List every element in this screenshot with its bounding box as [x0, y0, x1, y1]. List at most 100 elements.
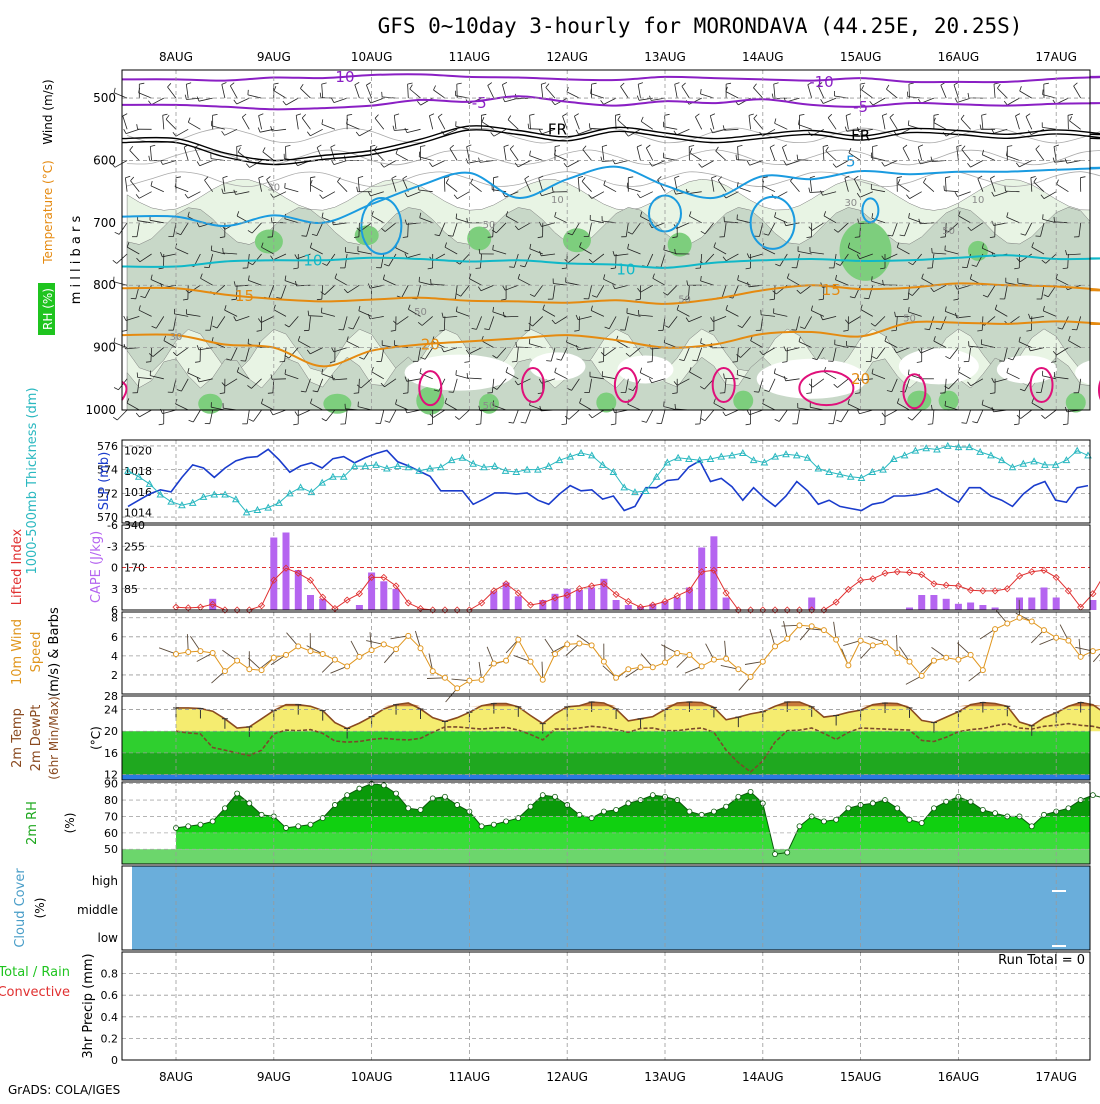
wind10m-marker [479, 677, 484, 682]
wind-barb-flag [223, 248, 224, 253]
rh-marker [919, 821, 924, 826]
rh-band-low [122, 849, 1090, 864]
wind-barb-flag [928, 424, 933, 425]
ylabel-total-rain: Total / Rain [0, 965, 70, 980]
wind10m-marker [491, 661, 496, 666]
rh-dry-hole [899, 348, 979, 384]
wind-barb-flag [488, 237, 493, 238]
precip-ytick-label: 0 [111, 1054, 118, 1067]
contour-label: FR [548, 120, 567, 138]
precip-ytick-label: 0.4 [101, 1011, 119, 1024]
ylabel-2m-rh: 2m RH [25, 801, 40, 845]
cape-bar [808, 598, 815, 611]
wind10m-marker [320, 651, 325, 656]
wind10m-marker [675, 651, 680, 656]
wind10m-marker [931, 658, 936, 663]
date-label-top: 10AUG [351, 50, 393, 64]
wind10m-marker [259, 668, 264, 673]
wind10m-marker [956, 657, 961, 662]
wind-barb-shaft [286, 147, 287, 161]
wind10m-marker [980, 668, 985, 673]
cape-bar [698, 548, 705, 611]
rh-band-70-blob [255, 230, 283, 254]
rh-marker [345, 793, 350, 798]
temp-ytick-label: 24 [104, 704, 118, 717]
wind-barb-flag [317, 299, 322, 300]
ylabel-10m-wind: 10m Wind [10, 619, 25, 685]
rh-marker [479, 824, 484, 829]
wind-barb-flag [737, 370, 738, 375]
wind-barb-flag [285, 183, 286, 188]
cape-ytick-label: 85 [124, 583, 138, 596]
wind10m-marker [797, 623, 802, 628]
rh-marker [895, 806, 900, 811]
wind10m-marker [834, 637, 839, 642]
wind-barb-flag [1072, 329, 1077, 330]
li-ytick-label: 0 [111, 562, 118, 575]
contour-label: 50 [903, 313, 916, 324]
wind10m-marker [968, 652, 973, 657]
cape-bar [625, 605, 632, 610]
cloud-ytick-label: middle [77, 903, 118, 917]
wind10m-marker [516, 637, 521, 642]
wind-barb-flag [529, 339, 530, 344]
contour-label: -10 [330, 68, 355, 86]
cape-bar [1053, 598, 1060, 611]
rh-marker [846, 806, 851, 811]
rh-band-70-blob [668, 233, 692, 257]
precip-ytick-label: 0.6 [101, 989, 119, 1002]
rh-marker [748, 789, 753, 794]
wind-barb-shaft [504, 316, 518, 317]
date-label-bottom: 12AUG [546, 1070, 588, 1084]
wind-ytick-label: 6 [111, 631, 118, 644]
contour-label: -5 [472, 94, 487, 112]
ylabel-temp-unit: (°C) [89, 726, 103, 750]
upper-ytick-label: 500 [93, 91, 116, 105]
wind10m-marker [369, 648, 374, 653]
wind-barb-flag [467, 373, 468, 378]
cape-bar [576, 590, 583, 610]
cape-bar [1041, 588, 1048, 611]
cape-bar [943, 599, 950, 610]
ylabel-cape: CAPE (J/kg) [89, 531, 104, 603]
rh-marker [491, 822, 496, 827]
wind10m-marker [589, 643, 594, 648]
date-label-bottom: 17AUG [1035, 1070, 1077, 1084]
date-label-top: 12AUG [546, 50, 588, 64]
rh-marker [210, 819, 215, 824]
ylabel-2m-temp: 2m Temp [10, 708, 25, 768]
wind10m-marker [907, 659, 912, 664]
chart-title: GFS 0~10day 3-hourly for MORONDAVA (44.2… [378, 14, 1023, 38]
cape-bar [930, 595, 937, 610]
wind10m-marker [235, 658, 240, 663]
contour-label: 50 [414, 307, 427, 318]
wind10m-marker [222, 669, 227, 674]
contour-label: 30 [844, 198, 857, 209]
li-ytick-label: 3 [111, 583, 118, 596]
date-label-top: 9AUG [257, 50, 291, 64]
slp-ytick-label: 1014 [124, 507, 152, 520]
wind10m-marker [699, 664, 704, 669]
rh-marker [442, 794, 447, 799]
li-ytick-label: -3 [107, 540, 118, 553]
rh-marker [870, 801, 875, 806]
wind-ytick-label: 4 [111, 650, 118, 663]
wind10m-marker [528, 659, 533, 664]
wind10m-marker [565, 642, 570, 647]
wind-ytick-label: 8 [111, 612, 118, 625]
rh-marker [650, 793, 655, 798]
rh-ytick-label: 50 [104, 843, 118, 856]
rh-marker [773, 852, 778, 857]
rh-marker [284, 825, 289, 830]
rh-marker [626, 801, 631, 806]
wind-barb-shaft [1068, 410, 1069, 424]
contour-label: 50 [678, 295, 691, 306]
ylabel-temperature: Temperature (°C) [41, 160, 55, 265]
wind10m-marker [394, 647, 399, 652]
wind10m-marker [821, 628, 826, 633]
rh-marker [504, 819, 509, 824]
wind10m-marker [174, 651, 179, 656]
wind-barb-flag [456, 370, 457, 375]
date-label-top: 14AUG [742, 50, 784, 64]
